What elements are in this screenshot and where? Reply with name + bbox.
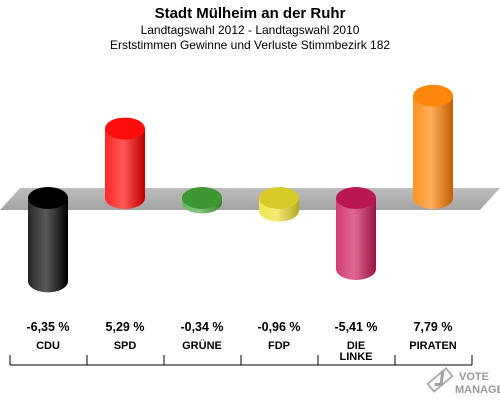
bar-top-2: [105, 117, 145, 140]
value-label-6: 7,79 %: [414, 320, 453, 334]
category-label-2: SPD: [114, 340, 137, 352]
bar-top-4: [259, 187, 299, 209]
bar-1: [28, 187, 68, 293]
value-label-5: -5,41 %: [334, 320, 377, 334]
bar-top-1: [28, 187, 68, 209]
bar-2: [105, 117, 145, 209]
bar-3: [182, 187, 222, 214]
watermark-line1: VOTE: [459, 371, 489, 383]
vote-manager-logo: VOTE MANAGER: [426, 367, 500, 396]
bars: [28, 84, 453, 293]
bar-body-6: [413, 95, 453, 209]
value-labels: -6,35 % 5,29 % -0,34 % -0,96 % -5,41 % 7,79 %: [26, 320, 452, 334]
bar-5: [336, 187, 376, 281]
bar-top-6: [413, 84, 453, 107]
checkmark-icon: [426, 367, 454, 393]
value-label-1: -6,35 %: [26, 320, 69, 334]
bar-6: [413, 84, 453, 209]
value-label-2: 5,29 %: [106, 320, 145, 334]
category-label-6: PIRATEN: [409, 340, 457, 352]
bar-4: [259, 187, 299, 222]
chart-subtitle-2: Erststimmen Gewinne und Verluste Stimmbe…: [110, 38, 390, 52]
watermark-line2: MANAGER: [455, 384, 500, 396]
bar-body-1: [28, 198, 68, 293]
category-label-4: FDP: [268, 340, 290, 352]
bar-top-3: [182, 187, 222, 209]
category-label-1: CDU: [36, 340, 60, 352]
bar-body-5: [336, 198, 376, 281]
category-labels: CDU SPD GRÜNE FDP DIE LINKE PIRATEN: [36, 339, 457, 363]
chart-subtitle-1: Landtagswahl 2012 - Landtagswahl 2010: [141, 23, 360, 37]
category-label-3: GRÜNE: [182, 339, 222, 352]
category-axis-ticks: [9, 355, 473, 365]
category-label-5: DIE LINKE: [340, 340, 373, 363]
value-label-3: -0,34 %: [180, 320, 223, 334]
bar-body-2: [105, 128, 145, 209]
chart-title: Stadt Mülheim an der Ruhr: [155, 5, 346, 22]
value-label-4: -0,96 %: [257, 320, 300, 334]
bar-top-5: [336, 187, 376, 209]
